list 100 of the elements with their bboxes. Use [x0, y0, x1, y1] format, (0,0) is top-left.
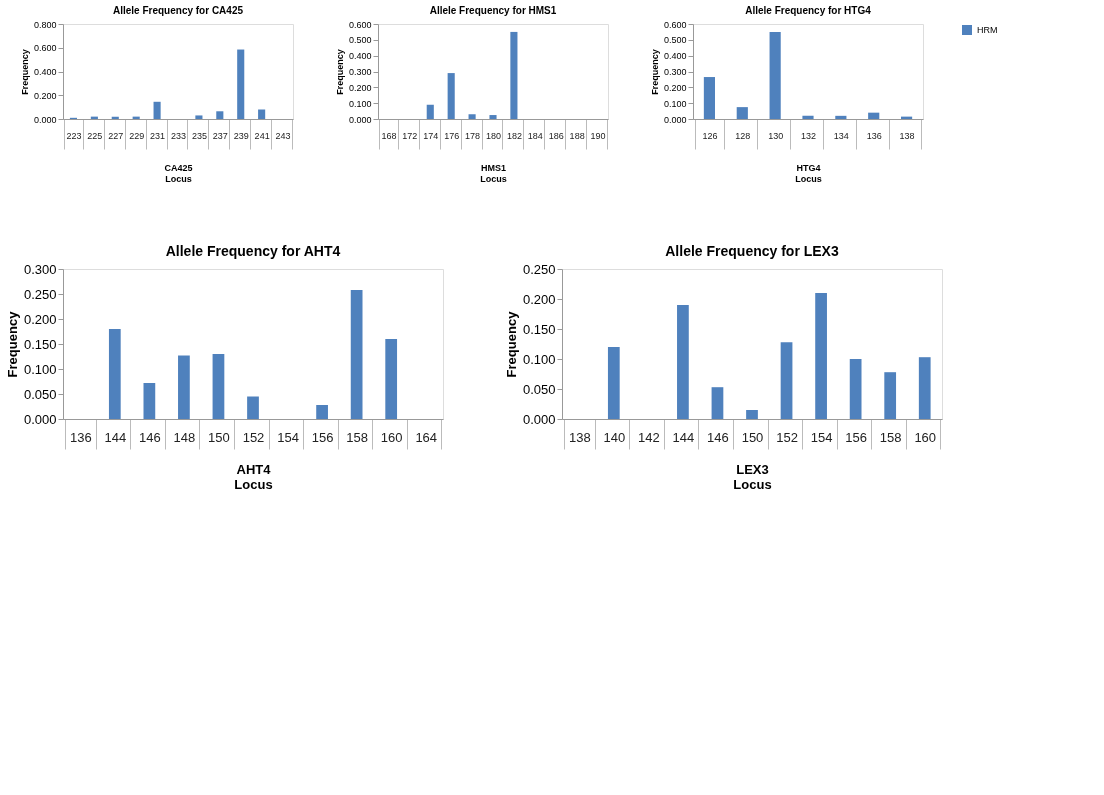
y-tick-label: 0.000 [33, 114, 57, 125]
bar [468, 114, 476, 119]
x-tick-label: 174 [423, 130, 439, 141]
x-tick-label: 154 [810, 429, 833, 445]
text: AHT4 [236, 462, 272, 477]
y-tick-label: 0.800 [33, 19, 57, 30]
x-tick-label: 225 [87, 130, 103, 141]
x-tick-label: 229 [129, 130, 145, 141]
x-tick-label: 128 [735, 130, 751, 141]
x-tick-label: 158 [879, 429, 902, 445]
x-tick-label: 233 [170, 130, 187, 141]
bar [746, 410, 758, 419]
y-tick-label: 0.100 [23, 361, 57, 377]
bar [868, 112, 880, 119]
bar [153, 101, 161, 119]
x-tick-label: 144 [672, 429, 695, 445]
bar [835, 115, 847, 119]
x-tick-label: 172 [402, 130, 418, 141]
y-tick-label: 0.000 [348, 114, 372, 125]
y-tick-label: 0.500 [348, 35, 372, 46]
y-tick-label: 0.200 [23, 311, 57, 327]
y-axis-title: Frequency [4, 310, 20, 378]
bar [489, 115, 497, 119]
x-tick-label: 237 [212, 130, 228, 141]
y-tick-label: 0.300 [23, 261, 57, 277]
bar [736, 107, 748, 119]
y-tick-label: 0.500 [663, 35, 687, 46]
bar [385, 339, 398, 419]
y-tick-label: 0.400 [348, 51, 372, 62]
x-tick-label: 239 [233, 130, 249, 141]
bar [918, 357, 931, 419]
x-tick-label: 144 [104, 429, 127, 445]
x-axis-title: Locus [165, 174, 192, 184]
y-tick-label: 0.200 [348, 82, 372, 93]
text: HTG4 [796, 163, 821, 173]
text: LEX3 [736, 462, 769, 477]
y-axis-title: Frequency [649, 49, 660, 95]
y-tick-label: 0.100 [522, 351, 556, 367]
x-tick-label: 168 [381, 130, 397, 141]
bar [350, 290, 363, 419]
y-tick-label: 0.600 [663, 19, 687, 30]
y-tick-label: 0.050 [23, 386, 57, 402]
bar [108, 329, 121, 419]
y-tick-label: 0.150 [522, 321, 556, 337]
legend-label: HRM [977, 25, 998, 35]
bar [677, 305, 689, 419]
x-tick-label: 138 [899, 130, 915, 141]
chart-title: Allele Frequency for HMS1 [429, 5, 557, 16]
x-tick-label: 227 [108, 130, 124, 141]
x-tick-label: 188 [569, 130, 585, 141]
chart-title: Allele Frequency for CA425 [112, 5, 244, 16]
text: HMS1 [480, 163, 507, 173]
bar [143, 383, 156, 419]
x-axis-title: Locus [480, 174, 507, 184]
x-tick-label: 160 [380, 429, 403, 445]
y-axis-title: Frequency [503, 310, 519, 378]
bar [447, 73, 455, 119]
bar [815, 293, 827, 419]
x-tick-label: 152 [776, 429, 798, 445]
y-tick-label: 0.300 [663, 67, 687, 77]
x-tick-label: 180 [485, 130, 502, 141]
y-tick-label: 0.200 [33, 90, 57, 101]
chart-title: Allele Frequency for LEX3 [665, 243, 839, 259]
x-tick-label: 241 [254, 130, 270, 141]
bar [607, 347, 620, 419]
chart-title: Allele Frequency for HTG4 [745, 5, 872, 16]
y-tick-label: 0.000 [23, 411, 57, 427]
x-tick-label: 136 [866, 130, 882, 141]
y-tick-label: 0.250 [23, 286, 57, 302]
bar [247, 396, 259, 419]
bar [510, 31, 518, 119]
x-tick-label: 134 [833, 130, 849, 141]
x-tick-label: 146 [139, 429, 161, 445]
x-tick-label: 156 [845, 429, 867, 445]
x-tick-label: 132 [800, 130, 817, 141]
y-tick-label: 0.400 [663, 51, 687, 62]
y-axis-title: Frequency [19, 49, 30, 95]
x-axis-title: Locus [234, 477, 273, 492]
y-tick-label: 0.100 [348, 98, 372, 109]
bar [178, 355, 190, 419]
bar [703, 77, 716, 119]
x-tick-label: 176 [444, 130, 460, 141]
x-tick-label: 235 [191, 130, 207, 141]
x-tick-label: 130 [768, 130, 784, 141]
bar [316, 405, 328, 419]
x-tick-label: 150 [741, 429, 764, 445]
bar [426, 104, 434, 119]
x-tick-label: 156 [311, 429, 334, 445]
bar [212, 354, 225, 419]
x-tick-label: 158 [346, 429, 368, 445]
x-tick-label: 148 [173, 429, 196, 445]
y-tick-label: 0.300 [348, 67, 372, 77]
x-tick-label: 126 [702, 130, 718, 141]
bar [258, 109, 266, 119]
bar [849, 359, 862, 419]
y-tick-label: 0.200 [522, 291, 556, 307]
bar [195, 115, 203, 119]
y-tick-label: 0.400 [33, 67, 57, 77]
y-tick-label: 0.050 [522, 381, 556, 397]
chart-title: Allele Frequency for AHT4 [165, 243, 341, 259]
